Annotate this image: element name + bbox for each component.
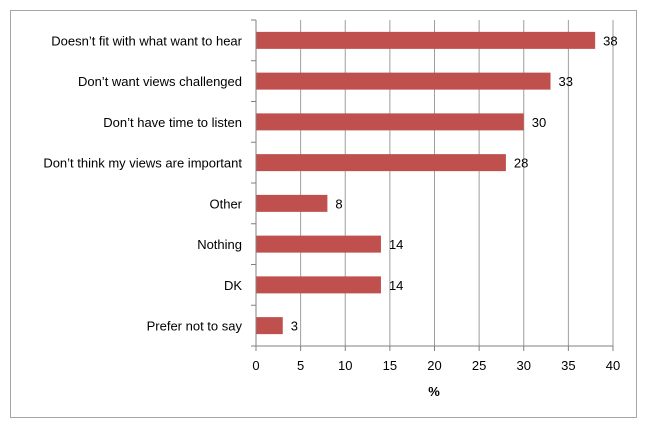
category-label: Don’t have time to listen [103, 115, 242, 130]
category-label: Don’t think my views are important [43, 156, 242, 171]
x-tick-label: 15 [383, 358, 397, 373]
data-label: 38 [603, 33, 617, 48]
bar [256, 317, 283, 335]
bar [256, 72, 551, 90]
bar [256, 31, 596, 49]
data-label: 8 [335, 196, 342, 211]
bar [256, 113, 524, 131]
data-label: 14 [389, 237, 403, 252]
data-label: 28 [514, 156, 528, 171]
bar [256, 194, 328, 212]
x-tick-label: 25 [472, 358, 486, 373]
data-label: 30 [532, 115, 546, 130]
x-tick-label: 5 [297, 358, 304, 373]
data-label: 3 [291, 319, 298, 334]
axes [251, 19, 614, 351]
category-label: Other [209, 196, 242, 211]
category-label: Prefer not to say [147, 319, 243, 334]
bar [256, 154, 506, 172]
labels: 0 5 10 15 20 25 30 35 40 Doesn’t fit with what wa… [43, 33, 620, 373]
x-axis-title: % [428, 384, 440, 399]
category-label: Don’t want views challenged [78, 74, 242, 89]
x-tick-label: 0 [252, 358, 259, 373]
x-tick-label: 40 [606, 358, 620, 373]
bar [256, 276, 381, 294]
x-tick-label: 30 [517, 358, 531, 373]
bar [256, 235, 381, 253]
gridlines [300, 20, 614, 346]
category-label: DK [224, 278, 242, 293]
bars [256, 31, 596, 335]
x-tick-label: 20 [427, 358, 441, 373]
x-tick-label: 10 [338, 358, 352, 373]
data-label: 14 [389, 278, 403, 293]
x-tick-label: 35 [561, 358, 575, 373]
category-label: Doesn’t fit with what want to hear [51, 33, 242, 48]
data-label: 33 [559, 74, 573, 89]
category-label: Nothing [197, 237, 242, 252]
